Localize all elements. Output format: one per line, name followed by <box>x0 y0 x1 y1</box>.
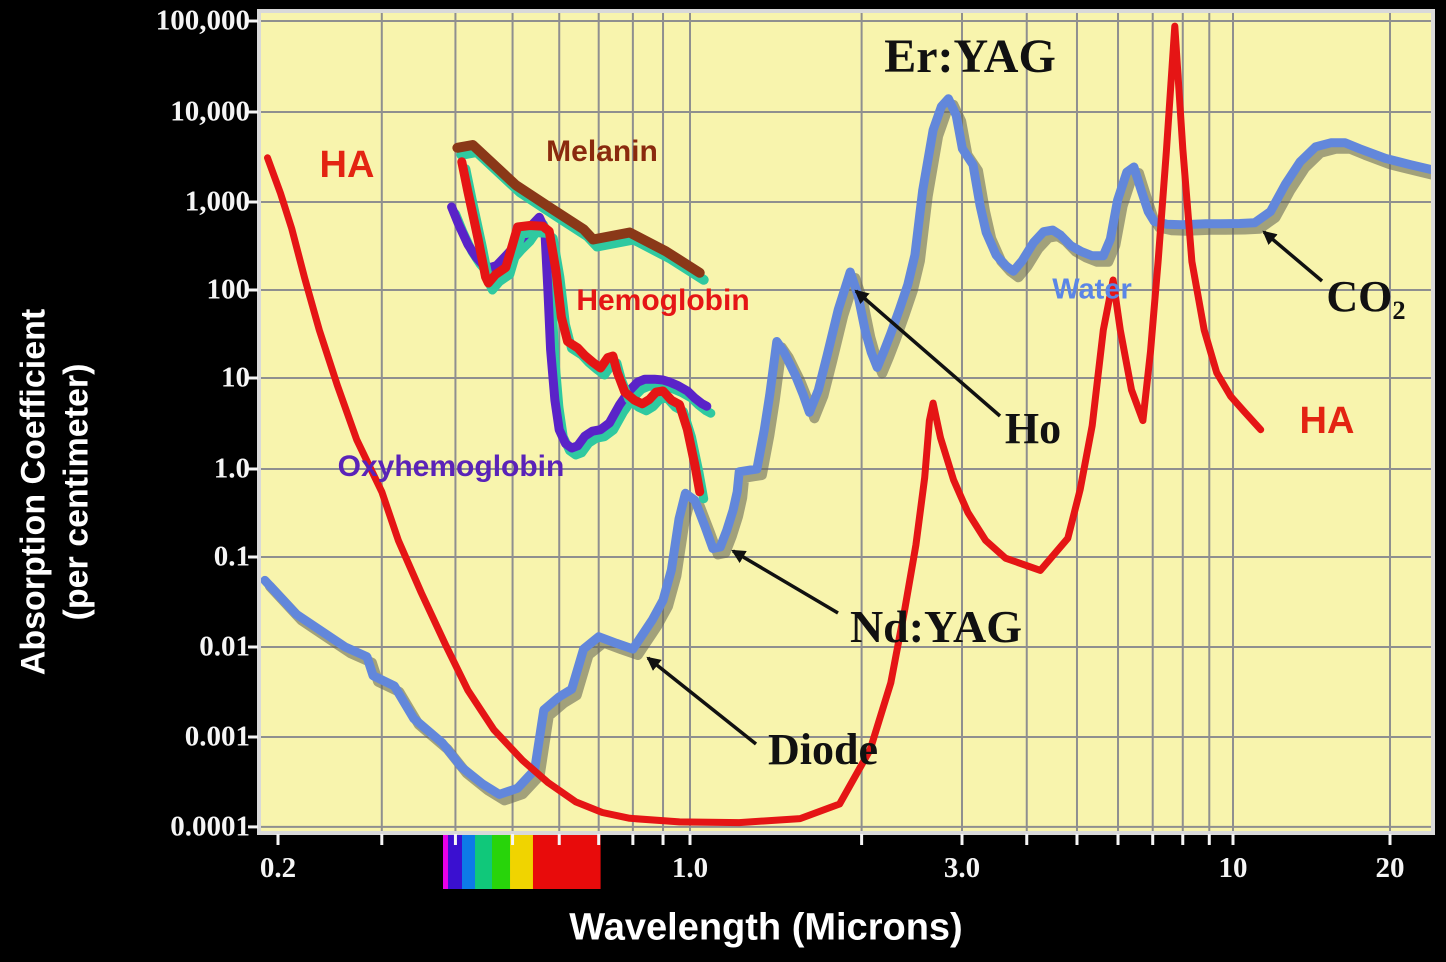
water-curve <box>260 94 1433 799</box>
visible-spectrum-bar-segment <box>532 833 601 889</box>
label-ha-right-text: HA <box>1299 400 1355 442</box>
label-water-label: Water <box>1052 273 1132 306</box>
label-er-yag: Er:YAG <box>884 33 1056 81</box>
co2-arrow <box>1262 230 1324 283</box>
label-oxyhemoglobin-label: Oxyhemoglobin <box>338 452 565 482</box>
y-tick-label: 100 <box>206 273 251 306</box>
x-tick-label: 3.0 <box>943 852 981 884</box>
x-tick-label: 10 <box>1218 852 1248 884</box>
oxyhemoglobin-curve <box>447 202 712 453</box>
y-tick-label: 100,000 <box>155 4 250 37</box>
label-diode: Diode <box>768 728 878 772</box>
diode-arrow <box>646 656 758 746</box>
x-axis-title: Wavelength (Microns) <box>569 906 963 949</box>
visible-spectrum-bar-segment <box>491 833 511 889</box>
label-er-yag-text: Er:YAG <box>884 30 1056 83</box>
label-nd-yag: Nd:YAG <box>850 604 1022 650</box>
y-axis-title-line1: Absorption Coefficient <box>14 308 53 676</box>
label-melanin-label: Melanin <box>546 137 658 167</box>
visible-spectrum-bar-segment <box>475 833 493 889</box>
plot-frame <box>257 9 1435 835</box>
plot-border <box>257 9 1435 835</box>
label-co2: CO2 <box>1326 271 1406 325</box>
y-tick-label: 10 <box>221 361 250 394</box>
label-co2-subscript: 2 <box>1392 294 1406 325</box>
y-tick-label: 0.01 <box>199 630 250 663</box>
label-ha-left-text: HA <box>319 144 375 186</box>
annotation-arrows <box>646 230 1324 746</box>
label-water-label-text: Water <box>1052 273 1132 306</box>
label-hemoglobin-label-text: Hemoglobin <box>576 284 750 317</box>
hydroxyapatite-curve <box>264 22 1265 827</box>
label-ho-text: Ho <box>1004 404 1062 453</box>
label-hemoglobin-label: Hemoglobin <box>576 286 749 316</box>
hemoglobin-curve <box>457 157 705 497</box>
label-nd-yag-text: Nd:YAG <box>849 601 1023 652</box>
label-diode-text: Diode <box>768 725 878 774</box>
y-tick-label: 0.0001 <box>170 810 250 843</box>
y-tick-label: 10,000 <box>170 95 250 128</box>
label-ha-right: HA <box>1300 402 1355 440</box>
y-axis-title-line2: (per centimeter) <box>57 363 95 621</box>
visible-spectrum-bar-segment <box>510 833 534 889</box>
visible-spectrum-bar-segment <box>448 833 463 889</box>
label-melanin-label-text: Melanin <box>546 135 658 168</box>
ho-arrow <box>854 289 1002 418</box>
visible-spectrum-bar-segment <box>443 833 449 889</box>
y-tick-label: 0.1 <box>213 540 250 573</box>
y-tick-label: 1,000 <box>184 185 250 218</box>
visible-spectrum-bar-segment <box>461 833 476 889</box>
x-tick-label: 0.2 <box>259 852 297 884</box>
visible-spectrum-bar <box>443 833 601 889</box>
melanin-curve <box>452 140 705 278</box>
x-tick-label: 1.0 <box>671 852 709 884</box>
label-ha-left: HA <box>320 146 375 184</box>
x-tick-label: 20 <box>1375 852 1405 884</box>
y-tick-label: 1.0 <box>213 452 250 485</box>
axis-ticks <box>248 19 1392 845</box>
label-oxyhemoglobin-label-text: Oxyhemoglobin <box>337 450 565 483</box>
label-co2-text: CO <box>1326 271 1393 321</box>
nd-yag-arrow <box>731 549 839 615</box>
y-axis-title: Absorption Coefficient (per centimeter) <box>13 309 98 675</box>
y-tick-label: 0.001 <box>184 720 250 753</box>
label-ho: Ho <box>1005 407 1061 451</box>
curves <box>260 22 1433 827</box>
